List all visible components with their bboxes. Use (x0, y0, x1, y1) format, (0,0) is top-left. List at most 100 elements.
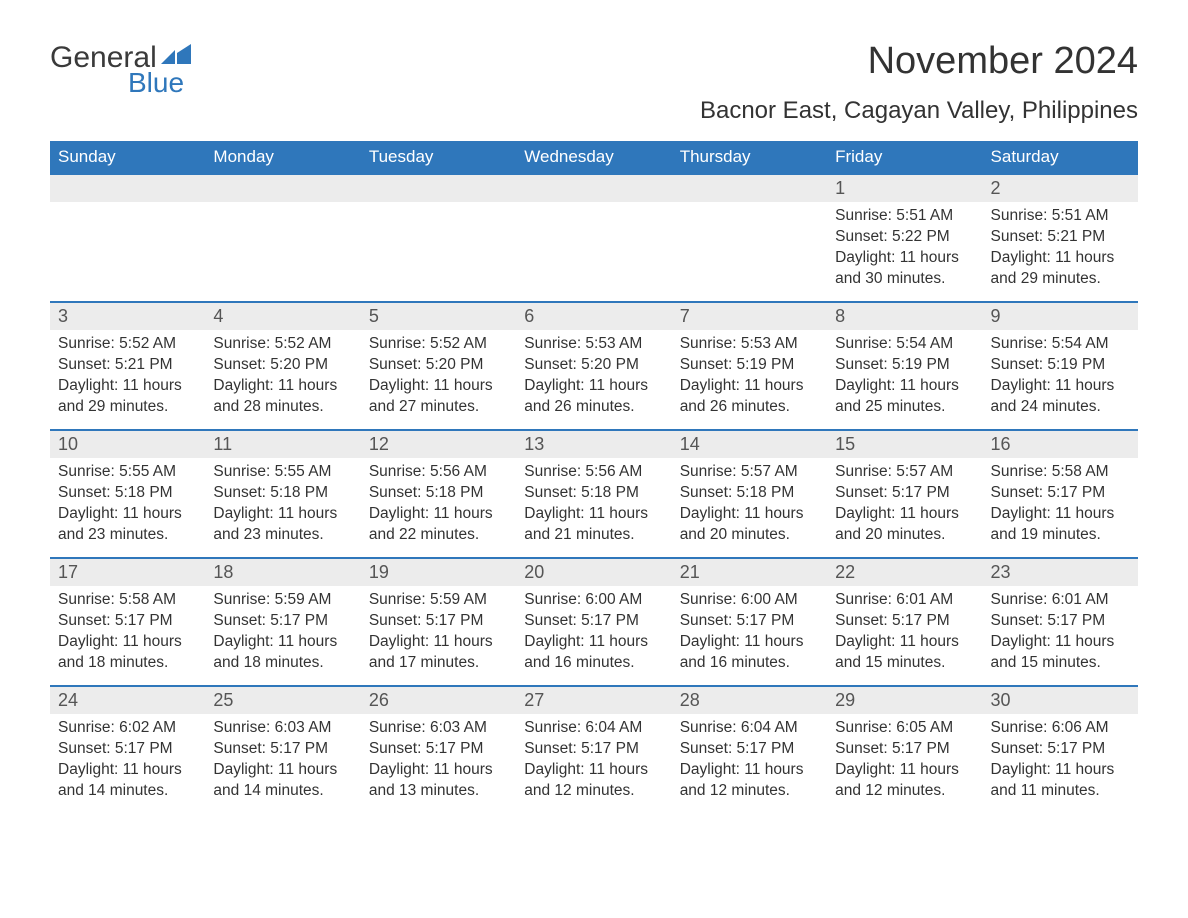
calendar-cell: 20Sunrise: 6:00 AMSunset: 5:17 PMDayligh… (516, 557, 671, 685)
calendar-cell: 23Sunrise: 6:01 AMSunset: 5:17 PMDayligh… (983, 557, 1138, 685)
sunrise-text: Sunrise: 5:53 AM (524, 334, 663, 355)
day-number: 21 (672, 559, 827, 586)
sunset-text: Sunset: 5:17 PM (58, 611, 197, 632)
sunrise-text: Sunrise: 5:57 AM (680, 462, 819, 483)
location-subtitle: Bacnor East, Cagayan Valley, Philippines (700, 97, 1138, 125)
sunset-text: Sunset: 5:18 PM (369, 483, 508, 504)
logo-word2: Blue (50, 69, 191, 97)
calendar-cell: 7Sunrise: 5:53 AMSunset: 5:19 PMDaylight… (672, 301, 827, 429)
day-content: Sunrise: 6:05 AMSunset: 5:17 PMDaylight:… (827, 714, 982, 808)
daylight-text: Daylight: 11 hours and 15 minutes. (991, 632, 1130, 674)
calendar-cell: 12Sunrise: 5:56 AMSunset: 5:18 PMDayligh… (361, 429, 516, 557)
day-content: Sunrise: 5:58 AMSunset: 5:17 PMDaylight:… (983, 458, 1138, 552)
day-content: Sunrise: 5:56 AMSunset: 5:18 PMDaylight:… (516, 458, 671, 552)
day-number: 25 (205, 687, 360, 714)
calendar-cell: 21Sunrise: 6:00 AMSunset: 5:17 PMDayligh… (672, 557, 827, 685)
calendar-cell: 14Sunrise: 5:57 AMSunset: 5:18 PMDayligh… (672, 429, 827, 557)
daylight-text: Daylight: 11 hours and 13 minutes. (369, 760, 508, 802)
sunset-text: Sunset: 5:17 PM (369, 611, 508, 632)
calendar-week-row: 3Sunrise: 5:52 AMSunset: 5:21 PMDaylight… (50, 301, 1138, 429)
daylight-text: Daylight: 11 hours and 14 minutes. (213, 760, 352, 802)
day-number: 12 (361, 431, 516, 458)
calendar-week-row: 1Sunrise: 5:51 AMSunset: 5:22 PMDaylight… (50, 173, 1138, 301)
sunset-text: Sunset: 5:17 PM (835, 739, 974, 760)
daylight-text: Daylight: 11 hours and 30 minutes. (835, 248, 974, 290)
day-number: 30 (983, 687, 1138, 714)
day-number: 7 (672, 303, 827, 330)
daylight-text: Daylight: 11 hours and 18 minutes. (58, 632, 197, 674)
sunset-text: Sunset: 5:18 PM (58, 483, 197, 504)
sunrise-text: Sunrise: 5:52 AM (58, 334, 197, 355)
sunset-text: Sunset: 5:21 PM (991, 227, 1130, 248)
calendar-cell (516, 173, 671, 301)
calendar-cell: 5Sunrise: 5:52 AMSunset: 5:20 PMDaylight… (361, 301, 516, 429)
sunrise-text: Sunrise: 5:51 AM (835, 206, 974, 227)
day-content: Sunrise: 5:58 AMSunset: 5:17 PMDaylight:… (50, 586, 205, 680)
calendar-cell: 16Sunrise: 5:58 AMSunset: 5:17 PMDayligh… (983, 429, 1138, 557)
day-number: 2 (983, 175, 1138, 202)
sunset-text: Sunset: 5:17 PM (58, 739, 197, 760)
sunset-text: Sunset: 5:21 PM (58, 355, 197, 376)
day-header: Saturday (983, 141, 1138, 173)
calendar-cell: 11Sunrise: 5:55 AMSunset: 5:18 PMDayligh… (205, 429, 360, 557)
sunset-text: Sunset: 5:17 PM (680, 739, 819, 760)
day-content: Sunrise: 5:59 AMSunset: 5:17 PMDaylight:… (361, 586, 516, 680)
logo-flag-icon (161, 40, 191, 70)
day-content: Sunrise: 5:55 AMSunset: 5:18 PMDaylight:… (205, 458, 360, 552)
calendar-cell (205, 173, 360, 301)
day-number: 16 (983, 431, 1138, 458)
day-content: Sunrise: 5:53 AMSunset: 5:19 PMDaylight:… (672, 330, 827, 424)
day-content: Sunrise: 5:52 AMSunset: 5:20 PMDaylight:… (361, 330, 516, 424)
day-content: Sunrise: 5:52 AMSunset: 5:21 PMDaylight:… (50, 330, 205, 424)
sunset-text: Sunset: 5:18 PM (680, 483, 819, 504)
day-number: 24 (50, 687, 205, 714)
sunrise-text: Sunrise: 5:51 AM (991, 206, 1130, 227)
day-number (50, 175, 205, 202)
sunset-text: Sunset: 5:17 PM (991, 739, 1130, 760)
day-content (50, 202, 205, 218)
logo: General Blue (50, 40, 191, 97)
sunset-text: Sunset: 5:17 PM (369, 739, 508, 760)
calendar-cell: 19Sunrise: 5:59 AMSunset: 5:17 PMDayligh… (361, 557, 516, 685)
sunrise-text: Sunrise: 5:55 AM (58, 462, 197, 483)
sunrise-text: Sunrise: 5:54 AM (991, 334, 1130, 355)
day-number: 14 (672, 431, 827, 458)
day-number: 26 (361, 687, 516, 714)
daylight-text: Daylight: 11 hours and 12 minutes. (680, 760, 819, 802)
sunset-text: Sunset: 5:17 PM (213, 739, 352, 760)
day-number (672, 175, 827, 202)
day-content: Sunrise: 5:51 AMSunset: 5:22 PMDaylight:… (827, 202, 982, 296)
day-number: 17 (50, 559, 205, 586)
sunrise-text: Sunrise: 6:04 AM (524, 718, 663, 739)
calendar-cell: 24Sunrise: 6:02 AMSunset: 5:17 PMDayligh… (50, 685, 205, 813)
sunset-text: Sunset: 5:17 PM (991, 483, 1130, 504)
sunset-text: Sunset: 5:17 PM (680, 611, 819, 632)
sunset-text: Sunset: 5:18 PM (213, 483, 352, 504)
calendar-cell (361, 173, 516, 301)
daylight-text: Daylight: 11 hours and 12 minutes. (524, 760, 663, 802)
day-header: Sunday (50, 141, 205, 173)
sunrise-text: Sunrise: 5:58 AM (58, 590, 197, 611)
day-content: Sunrise: 6:00 AMSunset: 5:17 PMDaylight:… (516, 586, 671, 680)
day-header: Wednesday (516, 141, 671, 173)
day-number: 6 (516, 303, 671, 330)
day-number: 8 (827, 303, 982, 330)
calendar-cell: 29Sunrise: 6:05 AMSunset: 5:17 PMDayligh… (827, 685, 982, 813)
day-number: 27 (516, 687, 671, 714)
day-number: 11 (205, 431, 360, 458)
calendar-cell: 27Sunrise: 6:04 AMSunset: 5:17 PMDayligh… (516, 685, 671, 813)
day-number: 5 (361, 303, 516, 330)
calendar-cell: 26Sunrise: 6:03 AMSunset: 5:17 PMDayligh… (361, 685, 516, 813)
day-content (672, 202, 827, 218)
day-content: Sunrise: 5:53 AMSunset: 5:20 PMDaylight:… (516, 330, 671, 424)
calendar-cell: 10Sunrise: 5:55 AMSunset: 5:18 PMDayligh… (50, 429, 205, 557)
sunset-text: Sunset: 5:19 PM (991, 355, 1130, 376)
calendar-week-row: 24Sunrise: 6:02 AMSunset: 5:17 PMDayligh… (50, 685, 1138, 813)
day-number: 13 (516, 431, 671, 458)
day-content: Sunrise: 6:01 AMSunset: 5:17 PMDaylight:… (827, 586, 982, 680)
day-number: 15 (827, 431, 982, 458)
sunrise-text: Sunrise: 5:59 AM (213, 590, 352, 611)
sunset-text: Sunset: 5:20 PM (524, 355, 663, 376)
day-content (205, 202, 360, 218)
sunrise-text: Sunrise: 6:04 AM (680, 718, 819, 739)
